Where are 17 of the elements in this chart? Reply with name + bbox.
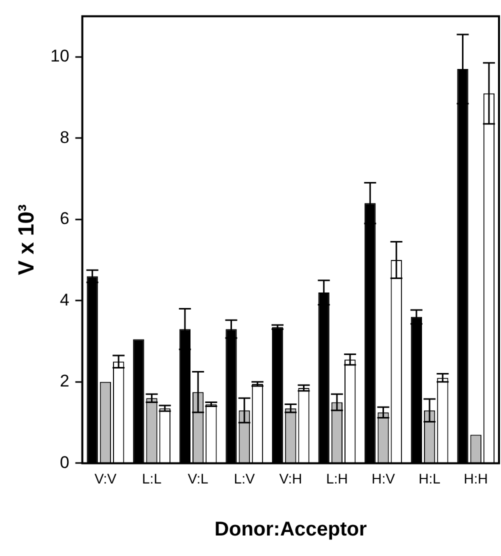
x-tick-label: H:H: [464, 470, 488, 486]
x-tick-label: L:H: [326, 470, 348, 486]
x-tick-label: V:L: [188, 470, 209, 486]
x-tick-label: V:H: [279, 470, 302, 486]
y-tick-label: 0: [60, 452, 70, 472]
y-tick-label: 8: [60, 128, 70, 147]
x-tick-label: H:L: [418, 470, 441, 486]
y-tick-label: 2: [60, 372, 70, 391]
y-tick-label: 4: [60, 290, 70, 310]
y-axis-title: V x 10³: [13, 204, 38, 276]
x-tick-label: L:V: [234, 470, 256, 486]
x-tick-label: H:V: [372, 470, 396, 486]
x-tick-label: L:L: [142, 470, 162, 486]
y-tick-label: 10: [50, 46, 70, 66]
x-axis-title: Donor:Acceptor: [214, 518, 367, 541]
y-tick-label: 6: [60, 209, 70, 228]
x-tick-label: V:V: [94, 470, 118, 486]
